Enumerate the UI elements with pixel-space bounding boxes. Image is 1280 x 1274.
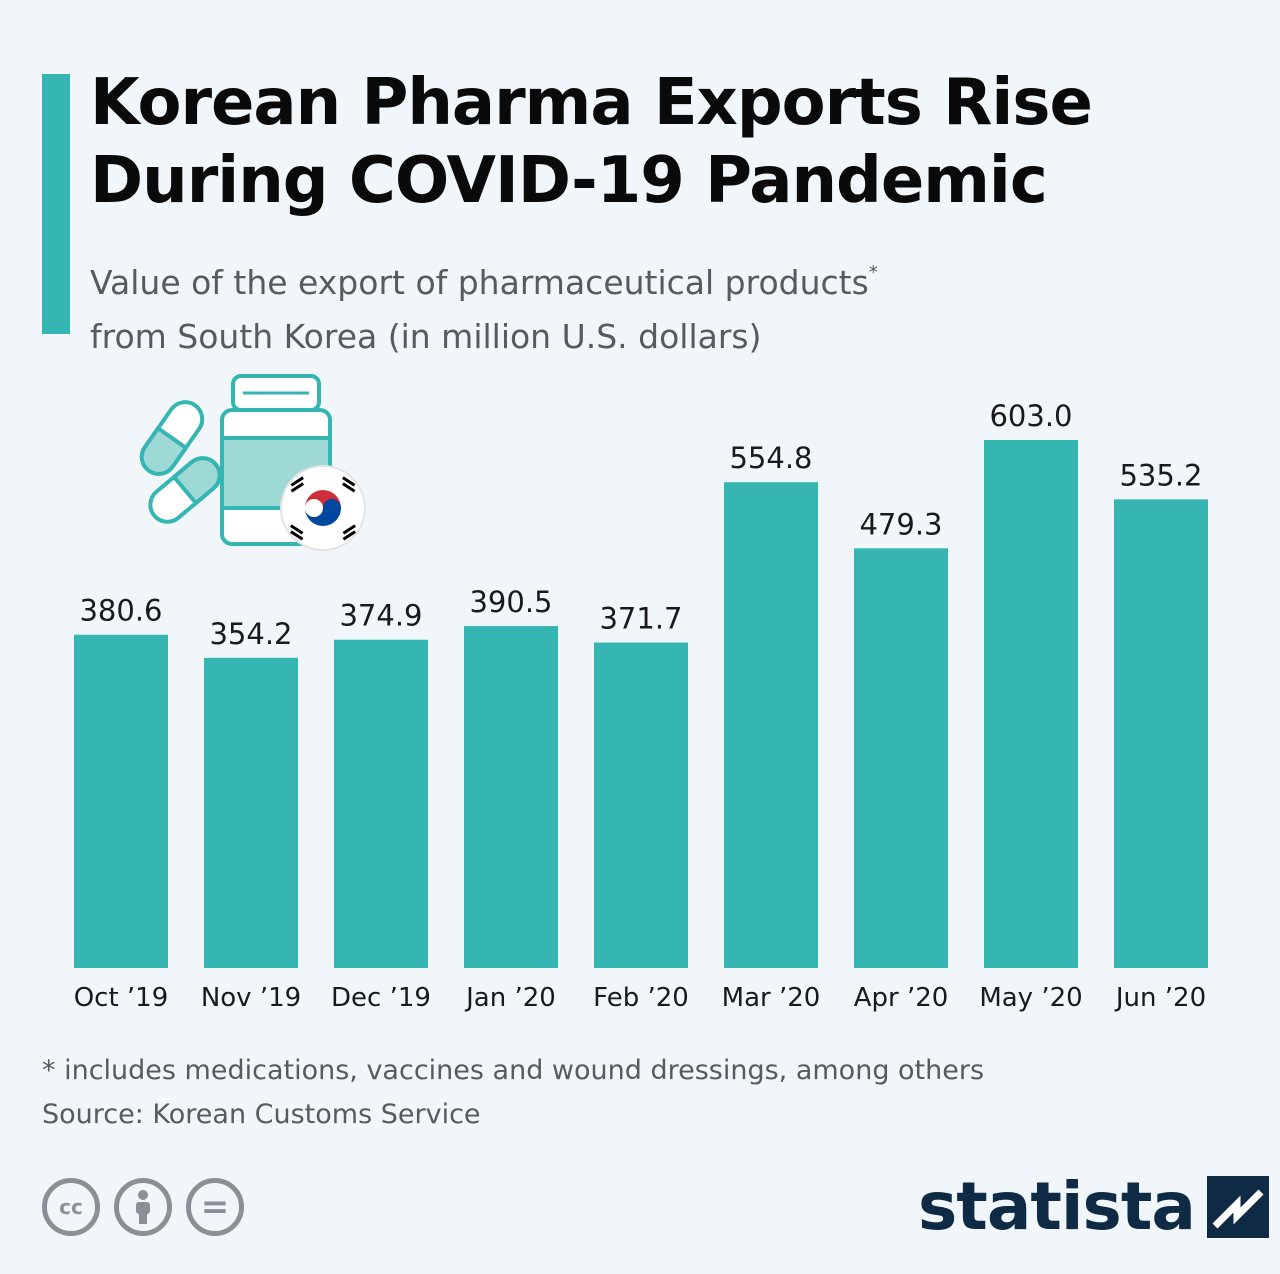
data-label: 374.9 <box>339 599 422 633</box>
data-label: 603.0 <box>989 399 1072 433</box>
bar <box>334 639 428 968</box>
subtitle-asterisk: * <box>868 262 878 283</box>
subtitle-line-2: from South Korea (in million U.S. dollar… <box>90 317 762 356</box>
bar <box>854 548 948 968</box>
data-label: 354.2 <box>209 617 292 651</box>
chart-subtitle: Value of the export of pharmaceutical pr… <box>90 246 1190 364</box>
data-label: 380.6 <box>79 594 162 628</box>
data-label: 535.2 <box>1119 458 1202 492</box>
no-derivatives-icon[interactable]: = <box>186 1178 244 1236</box>
statista-logo[interactable]: statista <box>918 1168 1269 1245</box>
bar <box>464 626 558 968</box>
subtitle-text-1: Value of the export of pharmaceutical pr… <box>90 263 869 302</box>
x-tick-label: Mar ’20 <box>722 983 821 1013</box>
source-note: Source: Korean Customs Service <box>42 1099 481 1130</box>
pharma-illustration <box>139 374 366 551</box>
bar <box>594 642 688 968</box>
x-tick-label: Jun ’20 <box>1114 983 1206 1013</box>
brand-name: statista <box>918 1168 1196 1245</box>
data-label: 371.7 <box>599 602 682 636</box>
data-label: 479.3 <box>859 507 942 541</box>
license-icons: cc = <box>42 1178 244 1236</box>
cc-icon[interactable]: cc <box>42 1178 100 1236</box>
x-tick-label: May ’20 <box>979 983 1082 1013</box>
bar <box>724 482 818 968</box>
footnote: * includes medications, vaccines and wou… <box>42 1055 985 1086</box>
bar <box>984 440 1078 968</box>
title-line-1: Korean Pharma Exports Rise <box>90 66 1093 140</box>
data-label: 390.5 <box>469 585 552 619</box>
x-tick-label: Nov ’19 <box>201 983 301 1013</box>
x-tick-label: Feb ’20 <box>593 983 689 1013</box>
capsule-icon <box>139 400 222 524</box>
attribution-icon[interactable] <box>114 1178 172 1236</box>
data-label: 554.8 <box>729 441 812 475</box>
page-title: Korean Pharma Exports Rise During COVID-… <box>90 64 1240 220</box>
bar <box>204 657 298 968</box>
title-accent-bar <box>42 74 70 334</box>
south-korea-flag-icon <box>280 465 366 551</box>
subtitle-line-1: Value of the export of pharmaceutical pr… <box>90 246 1190 310</box>
x-tick-label: Jan ’20 <box>464 983 556 1013</box>
statista-logo-icon <box>1206 1175 1269 1238</box>
bar <box>74 634 168 968</box>
title-line-2: During COVID-19 Pandemic <box>90 144 1048 218</box>
x-tick-label: Oct ’19 <box>74 983 169 1013</box>
bar-chart: 380.6 Oct ’19 354.2 Nov ’19 374.9 Dec ’19 390.… <box>74 399 1208 1013</box>
bar <box>1114 499 1208 968</box>
x-tick-label: Apr ’20 <box>854 983 949 1013</box>
x-tick-label: Dec ’19 <box>331 983 431 1013</box>
